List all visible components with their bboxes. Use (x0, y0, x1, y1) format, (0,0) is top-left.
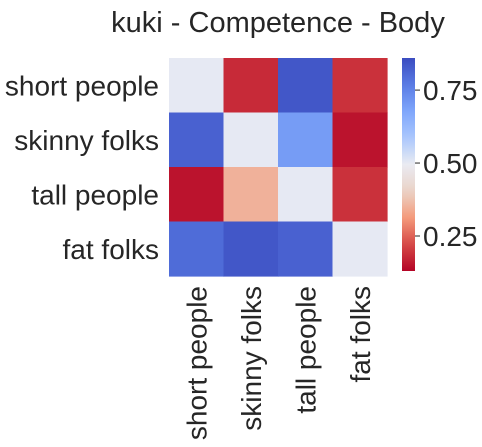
heatmap-cell-r0-c0 (169, 58, 225, 114)
column-label: tall people (290, 286, 321, 414)
row-label: skinny folks (14, 125, 159, 156)
colorbar-tick-label: 0.50 (423, 148, 478, 179)
column-label: skinny folks (236, 286, 267, 431)
colorbar-tick-label: 0.25 (423, 221, 478, 252)
colorbar-tick-label: 0.75 (423, 75, 478, 106)
heatmap-cells (169, 58, 388, 277)
heatmap-cell-r0-c3 (332, 58, 388, 114)
colorbar-ticks: 0.25 0.50 0.75 (415, 75, 478, 252)
heatmap-cell-r2-c0 (169, 167, 225, 223)
heatmap-cell-r0-c1 (223, 58, 279, 114)
column-label: fat folks (345, 286, 376, 382)
colorbar (402, 58, 415, 271)
row-label: tall people (31, 179, 159, 210)
chart-title: kuki - Competence - Body (111, 7, 445, 39)
heatmap-cell-r1-c1 (223, 112, 279, 168)
heatmap-cell-r3-c2 (278, 221, 334, 277)
heatmap-cell-r0-c2 (278, 58, 334, 114)
heatmap-cell-r1-c2 (278, 112, 334, 168)
heatmap-cell-r1-c3 (332, 112, 388, 168)
heatmap-cell-r2-c3 (332, 167, 388, 223)
row-label: fat folks (63, 234, 159, 265)
heatmap-cell-r3-c0 (169, 221, 225, 277)
column-labels: short people skinny folks tall people fat f… (181, 286, 376, 440)
heatmap-cell-r2-c1 (223, 167, 279, 223)
row-label: short people (5, 70, 159, 101)
heatmap-cell-r3-c3 (332, 221, 388, 277)
heatmap-cell-r2-c2 (278, 167, 334, 223)
column-label: short people (181, 286, 212, 440)
heatmap-cell-r3-c1 (223, 221, 279, 277)
row-labels: short people skinny folks tall people fat f… (5, 70, 159, 265)
heatmap-cell-r1-c0 (169, 112, 225, 168)
